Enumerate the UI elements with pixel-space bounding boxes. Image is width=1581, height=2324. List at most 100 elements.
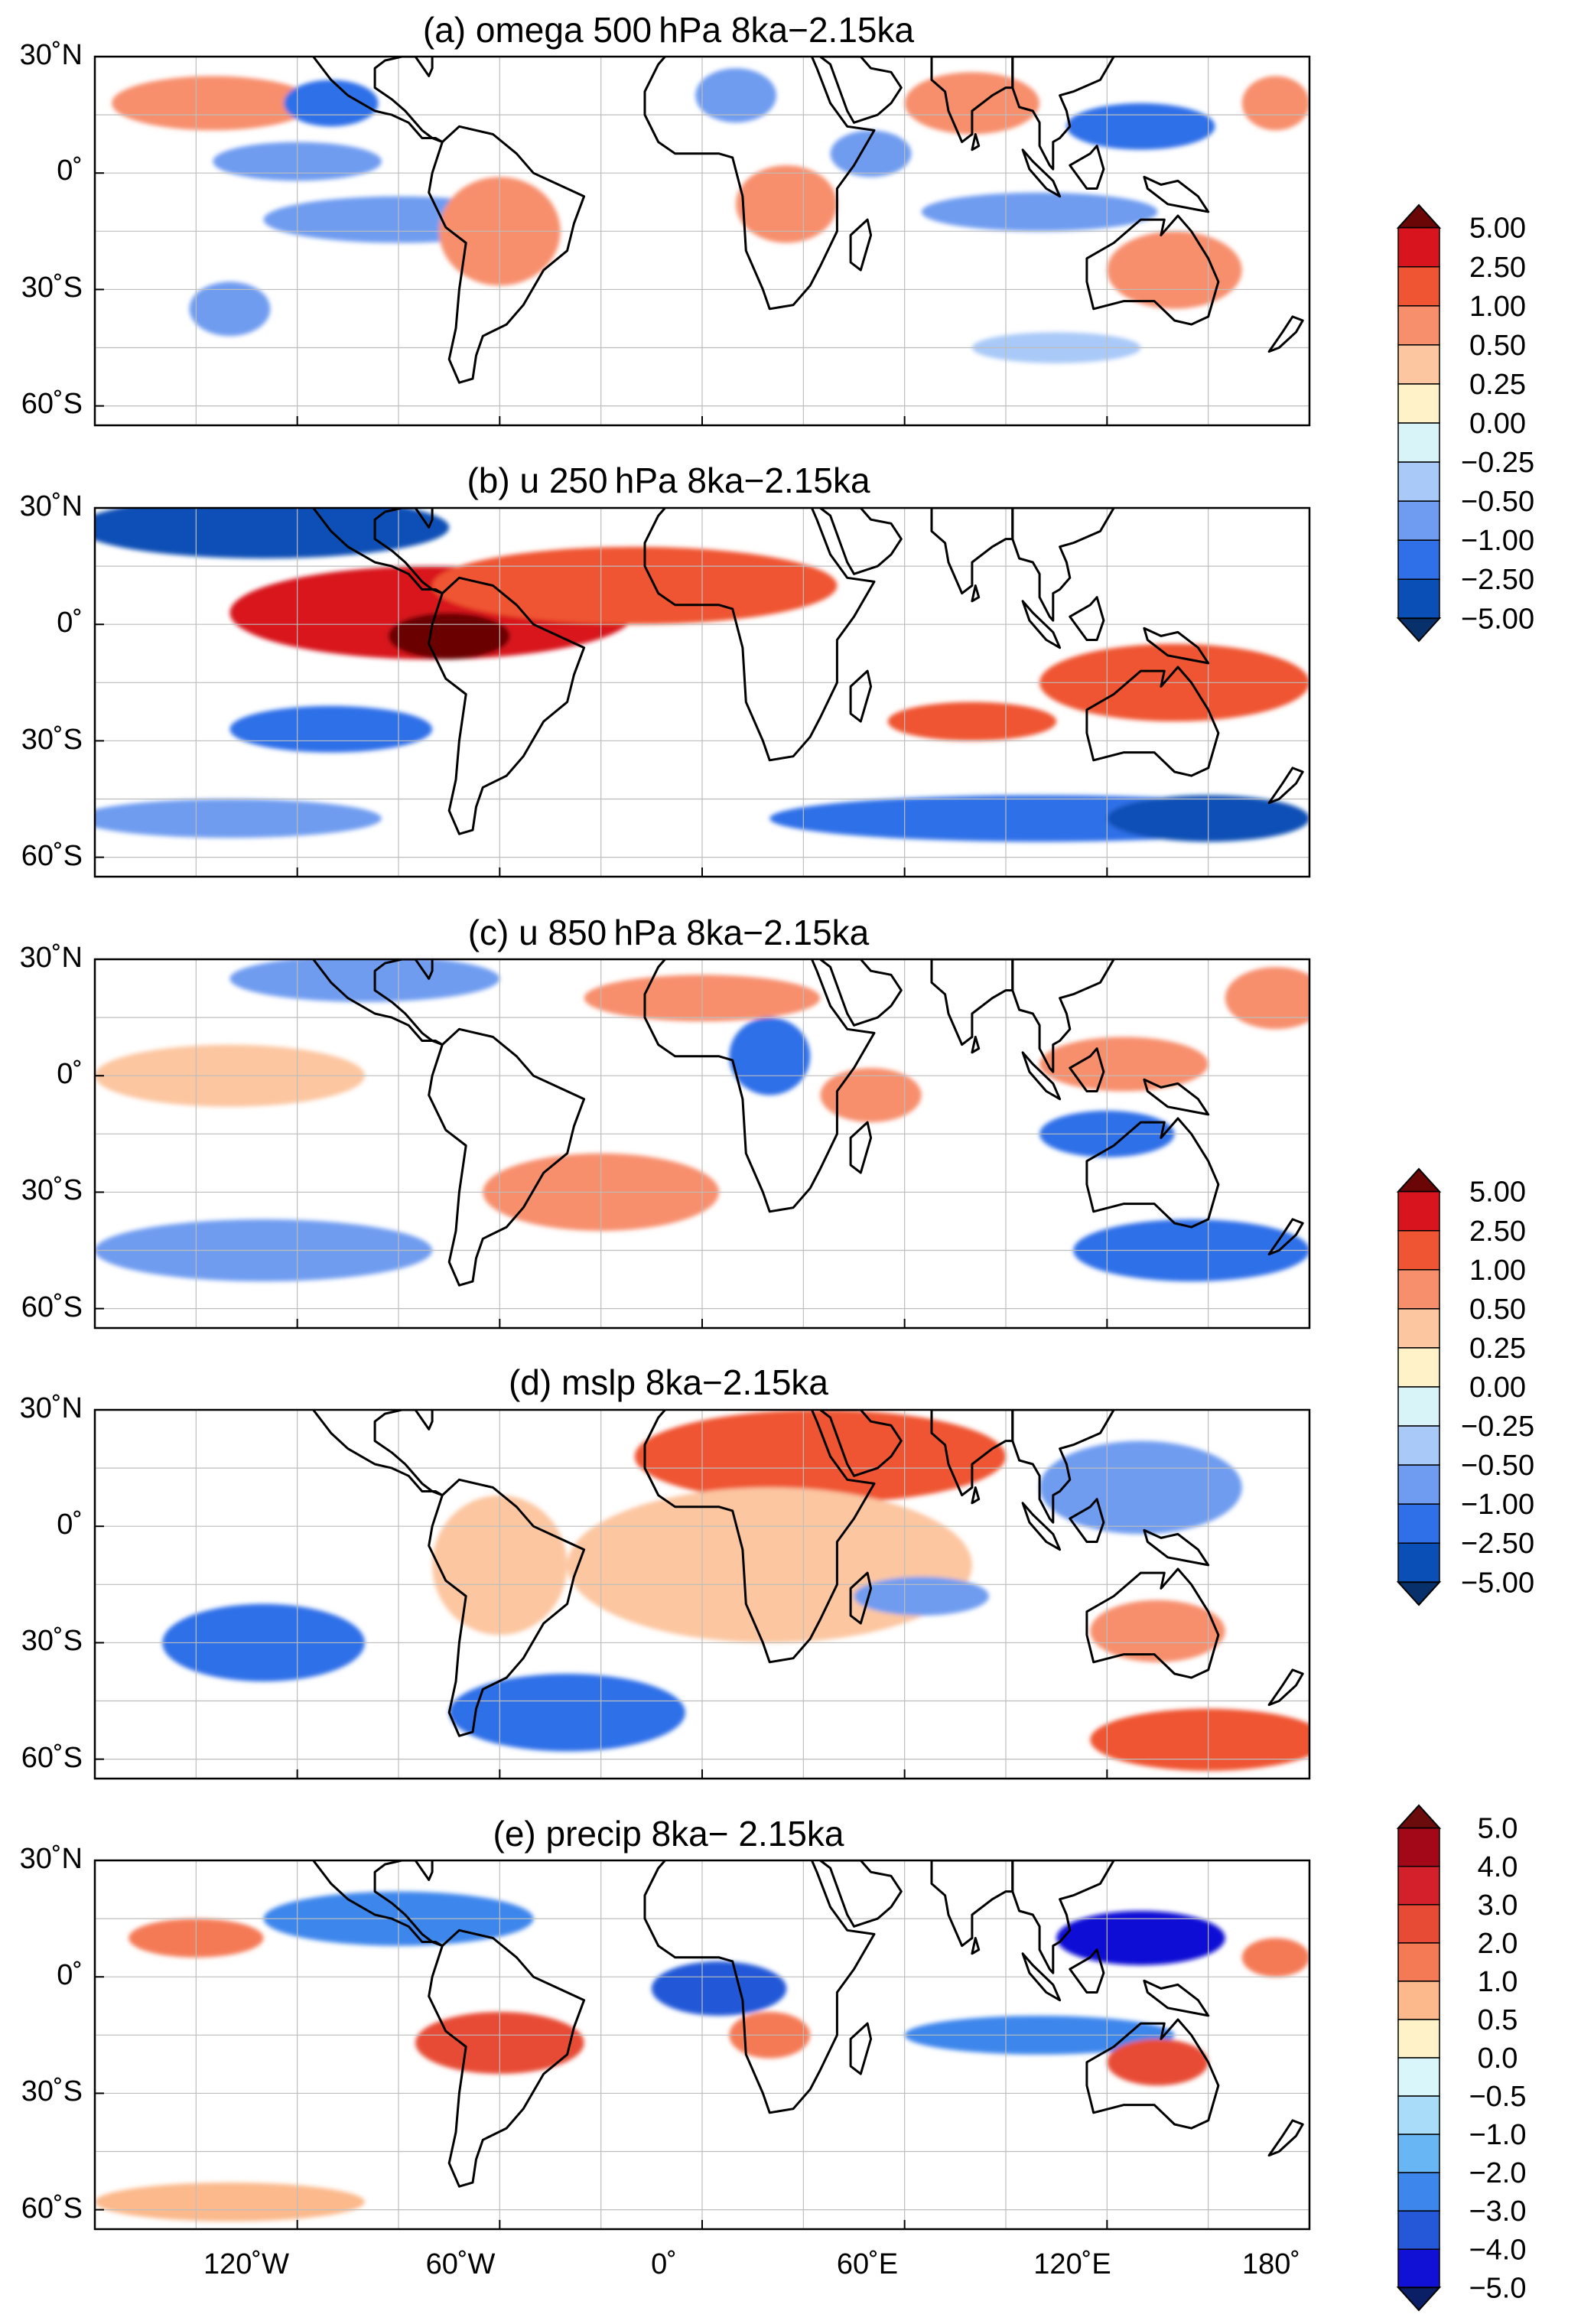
colorbar-label: −2.50 <box>1461 1528 1534 1560</box>
colorbar-label: 0.0 <box>1478 2042 1518 2075</box>
anomaly-region <box>1039 1440 1242 1535</box>
coastline-africa <box>643 57 876 311</box>
colorbar-label: −5.0 <box>1469 2272 1526 2304</box>
panel-b: (b) u 250 hPa 8ka−2.15ka 30˚N 0˚ 30˚S 60… <box>20 461 1311 878</box>
panel-c: (c) u 850 hPa 8ka−2.15ka 30˚N 0˚ 30˚S 60… <box>20 913 1311 1330</box>
coastline-borneo <box>1069 1948 1105 1994</box>
anomaly-region <box>567 1487 972 1643</box>
anomaly-region <box>95 508 450 558</box>
colorbar-arrow-top <box>1396 1167 1442 1193</box>
colorbar-label: −0.50 <box>1461 1450 1534 1482</box>
ytick-label: 0˚ <box>57 607 83 639</box>
colorbar-swatch <box>1397 500 1440 541</box>
colorbar-label: −3.0 <box>1469 2195 1526 2228</box>
coastline-indochina <box>1011 959 1115 1073</box>
colorbar-swatch <box>1397 1190 1440 1232</box>
coastline-australia <box>1085 1567 1220 1679</box>
ytick-label: 0˚ <box>57 1959 83 1991</box>
anomaly-region <box>284 80 379 127</box>
coastline-indochina <box>1011 1410 1115 1524</box>
colorbar-label: 0.5 <box>1478 2004 1518 2036</box>
colorbar-swatch <box>1397 1503 1440 1544</box>
coastline-borneo <box>1069 1498 1105 1543</box>
colorbar-arrow-top <box>1396 1804 1442 1829</box>
ytick-label: 30˚S <box>21 1174 83 1206</box>
colorbar-swatch <box>1397 1269 1440 1310</box>
ytick-label: 0˚ <box>57 1509 83 1541</box>
coastline-americaS <box>428 1929 586 2188</box>
ytick-label: 60˚S <box>21 840 83 872</box>
coastline-africa <box>643 1410 876 1664</box>
colorbar-label: −1.00 <box>1461 1489 1534 1521</box>
colorbar-arrow-bottom <box>1396 2287 1442 2312</box>
anomaly-region <box>820 1068 922 1123</box>
panel-e: (e) precip 8ka− 2.15ka 30˚N 0˚ 30˚S 60˚S… <box>20 1814 1311 2280</box>
colorbar-swatch <box>1397 461 1440 502</box>
colorbar-label: 1.00 <box>1469 291 1526 323</box>
panel-title: (e) precip 8ka− 2.15ka <box>493 1814 844 1854</box>
coastline-srilanka <box>971 584 981 603</box>
panel-d: (d) mslp 8ka−2.15ka 30˚N 0˚ 30˚S 60˚S <box>20 1362 1311 1780</box>
colorbar-label: 0.25 <box>1469 369 1526 401</box>
ytick-label: 30˚N <box>20 1843 83 1875</box>
colorbar-label: −0.25 <box>1461 447 1534 479</box>
coastline-australia <box>1085 666 1220 777</box>
colorbar-swatch <box>1397 226 1440 268</box>
plot-frame <box>93 55 1311 427</box>
ytick-label: 60˚S <box>21 2192 83 2225</box>
plot-frame <box>93 1859 1311 2231</box>
colorbar-label: −1.0 <box>1469 2119 1526 2151</box>
colorbar-swatch <box>1397 1386 1440 1427</box>
ytick-label: 30˚S <box>21 1625 83 1657</box>
coastline-arabia <box>818 508 903 575</box>
coastline-americaN <box>311 1410 444 1497</box>
anomaly-region <box>189 282 271 337</box>
colorbar-label: −2.0 <box>1469 2157 1526 2189</box>
plot-frame <box>93 1408 1311 1780</box>
colorbar-swatch <box>1397 2134 1440 2173</box>
coastline-americaN <box>311 57 444 144</box>
xtick-label: 0˚ <box>651 2248 677 2280</box>
plot-frame <box>93 506 1311 878</box>
colorbar-label: 0.50 <box>1469 330 1526 362</box>
colorbar-label: −4.0 <box>1469 2234 1526 2266</box>
colorbar-swatch <box>1397 344 1440 385</box>
anomaly-region <box>1090 1600 1225 1662</box>
anomaly-region <box>1225 967 1309 1030</box>
colorbar-swatch <box>1397 2095 1440 2135</box>
colorbar-swatch <box>1397 578 1440 620</box>
anomaly-region <box>830 130 912 177</box>
coastline-newguinea <box>1143 1979 1210 2017</box>
coastline-americaS <box>428 1027 586 1287</box>
coastline-nz <box>1267 767 1304 805</box>
coastline-arabia <box>818 1410 903 1477</box>
ytick-label: 0˚ <box>57 1058 83 1090</box>
colorbar-label: −5.00 <box>1461 1567 1534 1599</box>
colorbar-swatch <box>1397 1904 1440 1944</box>
colorbar-label: 2.50 <box>1469 252 1526 284</box>
coastline-nz <box>1267 2119 1304 2157</box>
anomaly-region <box>112 76 314 131</box>
colorbar-swatch <box>1397 1425 1440 1466</box>
colorbar-label: 0.00 <box>1469 1372 1526 1404</box>
colorbar-swatch <box>1397 266 1440 307</box>
anomaly-region <box>1107 2039 1209 2086</box>
coastline-australia <box>1085 214 1220 326</box>
anomaly-region <box>229 959 500 1002</box>
anomaly-region <box>1241 1938 1309 1977</box>
coastlines <box>311 1410 1304 1737</box>
coastline-indochina <box>1011 508 1115 622</box>
coastline-arabia <box>818 1860 903 1928</box>
coastline-newguinea <box>1143 1078 1210 1116</box>
colorbar-label: −0.25 <box>1461 1411 1534 1443</box>
coastline-australia <box>1085 1117 1220 1229</box>
coastline-africa <box>643 508 876 762</box>
coastline-africa <box>643 959 876 1213</box>
anomaly-region <box>736 165 838 243</box>
colorbar-swatch <box>1397 1542 1440 1584</box>
xtick-label: 120˚W <box>203 2248 289 2280</box>
colorbar-swatch <box>1397 383 1440 424</box>
colorbar-swatch <box>1397 422 1440 463</box>
gridlines <box>95 1410 1309 1779</box>
